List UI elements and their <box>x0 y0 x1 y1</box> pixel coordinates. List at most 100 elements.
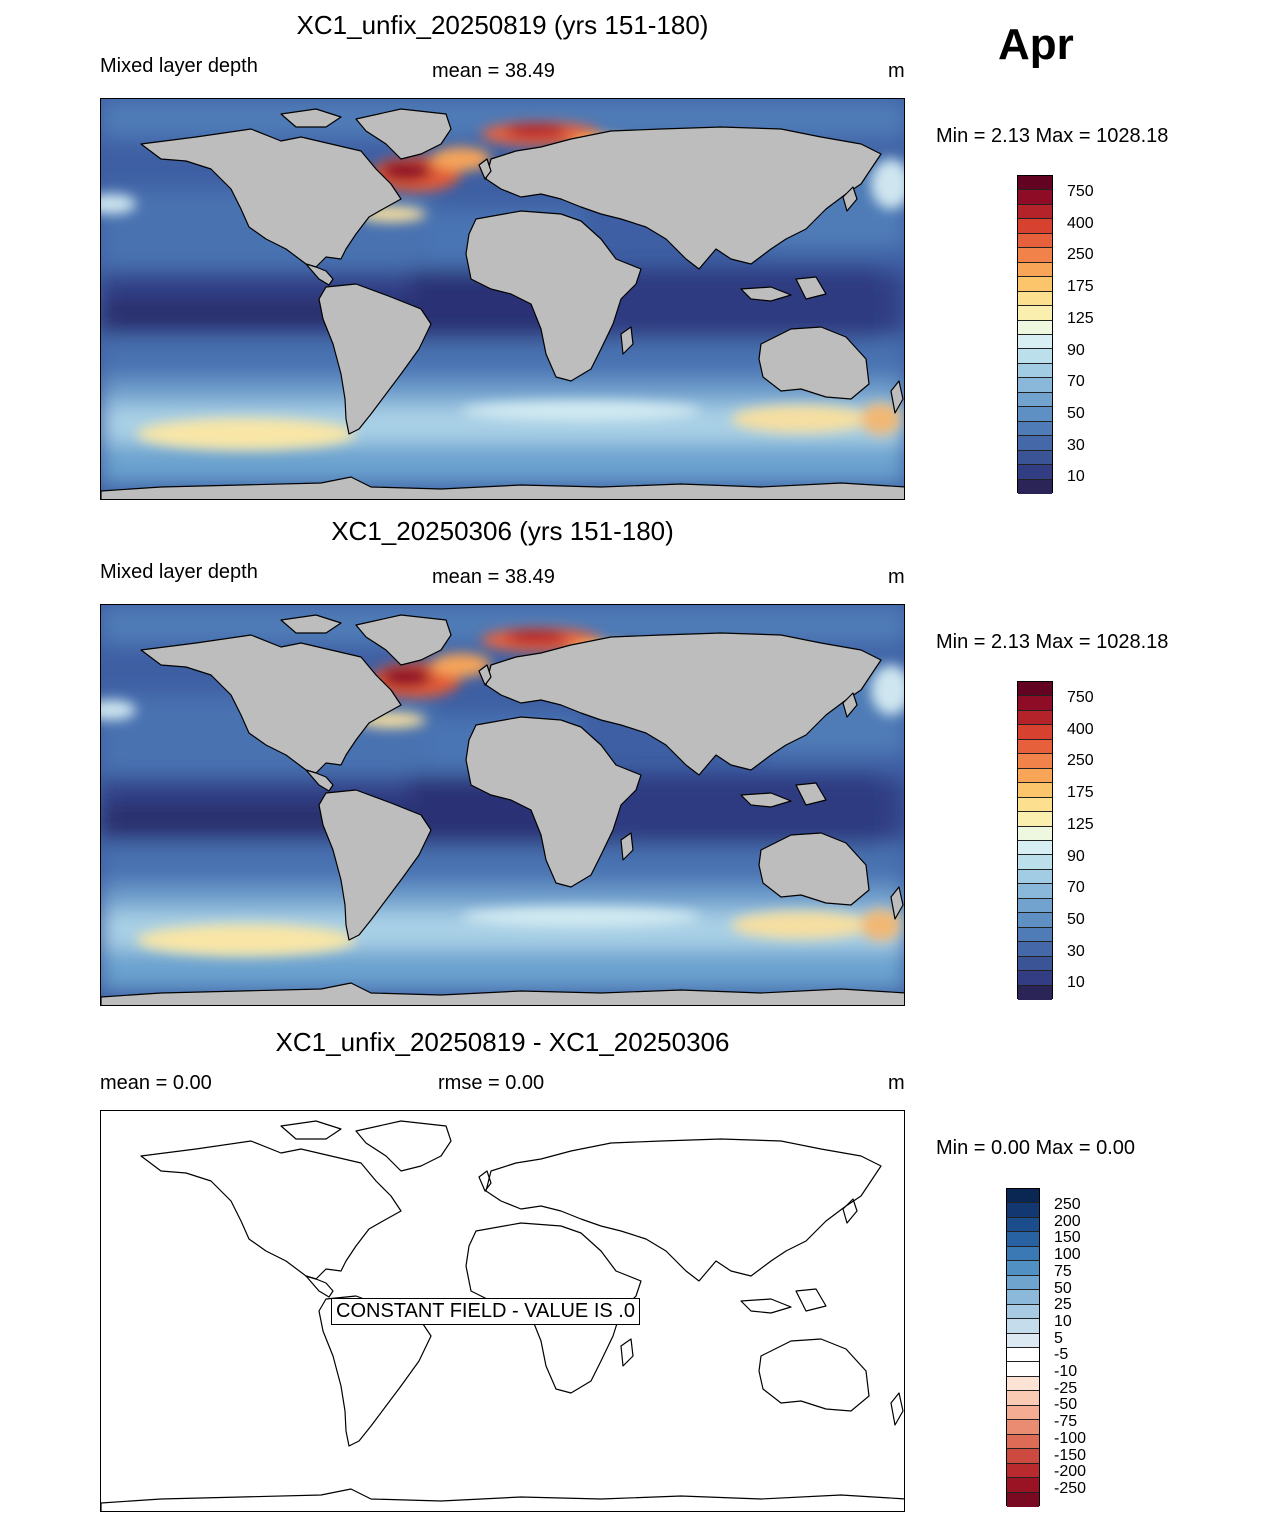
field-label: Mixed layer depth <box>100 561 258 583</box>
colorbar-swatch <box>1018 725 1052 740</box>
panel-title: XC1_unfix_20250819 - XC1_20250306 <box>275 1027 730 1057</box>
colorbar-swatch <box>1007 1362 1039 1377</box>
colorbar-swatch <box>1018 219 1052 234</box>
colorbar-tick-label: 25 <box>1054 1296 1072 1314</box>
colorbar-swatch <box>1018 739 1052 755</box>
colorbar-tick-label: 400 <box>1067 214 1094 232</box>
colorbar-tick-label: 90 <box>1067 341 1085 359</box>
colorbar-swatch <box>1018 754 1052 769</box>
colorbar-swatches <box>1006 1188 1040 1507</box>
panel-title: XC1_unfix_20250819 (yrs 151-180) <box>296 10 709 40</box>
colorbar-swatch <box>1007 1333 1039 1348</box>
colorbar-swatch <box>1007 1449 1039 1464</box>
colorbar-swatch <box>1018 898 1052 914</box>
colorbar-swatch <box>1018 797 1052 813</box>
colorbar-tick-label: 250 <box>1054 1196 1081 1213</box>
colorbar-swatch <box>1007 1391 1039 1406</box>
colorbar-tick-label: 10 <box>1054 1312 1072 1330</box>
colorbar-swatch <box>1018 392 1052 408</box>
mld-map-2 <box>101 605 905 1006</box>
colorbar-tick-label: 750 <box>1067 183 1094 200</box>
colorbar-swatch <box>1018 869 1052 885</box>
unit-label: m <box>888 566 905 588</box>
colorbar-swatch <box>1018 407 1052 422</box>
colorbar-swatch <box>1007 1463 1039 1479</box>
colorbar-swatch <box>1018 840 1052 856</box>
mean-label: mean = 38.49 <box>432 60 555 82</box>
map-panel-1 <box>100 98 905 500</box>
colorbar-swatch <box>1007 1275 1039 1291</box>
colorbar-tick-label: -200 <box>1054 1463 1087 1481</box>
colorbar-tick-label: 125 <box>1067 309 1094 327</box>
colorbar-swatch <box>1007 1376 1039 1392</box>
colorbar-swatch <box>1007 1203 1039 1218</box>
minmax-label: Min = 2.13 Max = 1028.18 <box>936 125 1169 147</box>
colorbar-swatch <box>1007 1232 1039 1247</box>
colorbar-tick-label: 175 <box>1067 784 1094 802</box>
colorbar-swatch <box>1018 421 1052 437</box>
colorbar-swatch <box>1018 465 1052 480</box>
colorbar-swatch <box>1018 710 1052 726</box>
colorbar-tick-label: 50 <box>1067 910 1085 928</box>
colorbar-swatch <box>1018 783 1052 798</box>
colorbar-swatches <box>1017 175 1053 494</box>
colorbar-tick-label: 5 <box>1054 1329 1063 1347</box>
colorbar-tick-label: -150 <box>1054 1446 1087 1464</box>
colorbar-swatch <box>1018 927 1052 943</box>
colorbar-swatch <box>1018 450 1052 466</box>
colorbar-swatch <box>1018 913 1052 928</box>
rmse-label: rmse = 0.00 <box>438 1072 545 1094</box>
colorbar-tick-label: -10 <box>1054 1363 1078 1380</box>
colorbar-swatch <box>1018 378 1052 393</box>
minmax-label: Min = 2.13 Max = 1028.18 <box>936 631 1169 653</box>
month-label: Apr <box>998 20 1074 69</box>
colorbar-swatches <box>1017 681 1053 1000</box>
colorbar-tick-label: -75 <box>1054 1413 1078 1431</box>
colorbar-swatch <box>1007 1217 1039 1233</box>
colorbar-swatch <box>1007 1319 1039 1334</box>
colorbar-swatch <box>1018 855 1052 870</box>
colorbar-swatch <box>1018 334 1052 350</box>
mean-label: mean = 0.00 <box>100 1072 212 1094</box>
colorbar-tick-label: 70 <box>1067 373 1085 391</box>
constant-field-banner: CONSTANT FIELD - VALUE IS .0 <box>331 1298 640 1325</box>
minmax-label: Min = 0.00 Max = 0.00 <box>936 1137 1136 1159</box>
colorbar-swatch <box>1007 1304 1039 1320</box>
colorbar-tick-label: 70 <box>1067 879 1085 897</box>
colorbar-tick-label: -100 <box>1054 1429 1087 1447</box>
colorbar-tick-label: 150 <box>1054 1229 1081 1247</box>
colorbar-swatch <box>1007 1290 1039 1305</box>
colorbar-swatch <box>1007 1478 1039 1493</box>
colorbar-tick-label: -250 <box>1054 1479 1087 1497</box>
panel-title: XC1_20250306 (yrs 151-180) <box>331 516 674 546</box>
map-panel-2 <box>100 604 905 1006</box>
colorbar-tick-label: 50 <box>1067 404 1085 422</box>
colorbar-tick-label: 250 <box>1067 752 1094 770</box>
colorbar-swatch <box>1018 479 1052 494</box>
colorbar-tick-label: 10 <box>1067 974 1085 992</box>
colorbar-tick-label: 400 <box>1067 720 1094 738</box>
colorbar-tick-label: 200 <box>1054 1212 1081 1230</box>
colorbar-swatch <box>1018 291 1052 307</box>
colorbar-swatch <box>1007 1420 1039 1435</box>
colorbar-swatch <box>1007 1405 1039 1421</box>
colorbar-swatch <box>1007 1434 1039 1450</box>
colorbar-swatch <box>1018 884 1052 899</box>
colorbar-swatch <box>1018 436 1052 451</box>
colorbar-tick-label: 175 <box>1067 278 1094 296</box>
colorbar-tick-label: 100 <box>1054 1246 1081 1264</box>
unit-label: m <box>888 1072 905 1094</box>
colorbar-swatch <box>1007 1261 1039 1276</box>
colorbar-tick-label: 30 <box>1067 436 1085 454</box>
colorbar-swatch <box>1018 985 1052 1000</box>
colorbar-swatch <box>1018 248 1052 263</box>
colorbar-swatch <box>1018 768 1052 784</box>
colorbar-swatch <box>1018 233 1052 249</box>
unit-label: m <box>888 60 905 82</box>
colorbar-tick-label: -50 <box>1054 1396 1078 1414</box>
colorbar-swatch <box>1018 363 1052 379</box>
colorbar-swatch <box>1018 320 1052 335</box>
colorbar-tick-label: 50 <box>1054 1279 1072 1297</box>
colorbar-swatch <box>1018 349 1052 364</box>
colorbar-tick-label: 10 <box>1067 468 1085 486</box>
